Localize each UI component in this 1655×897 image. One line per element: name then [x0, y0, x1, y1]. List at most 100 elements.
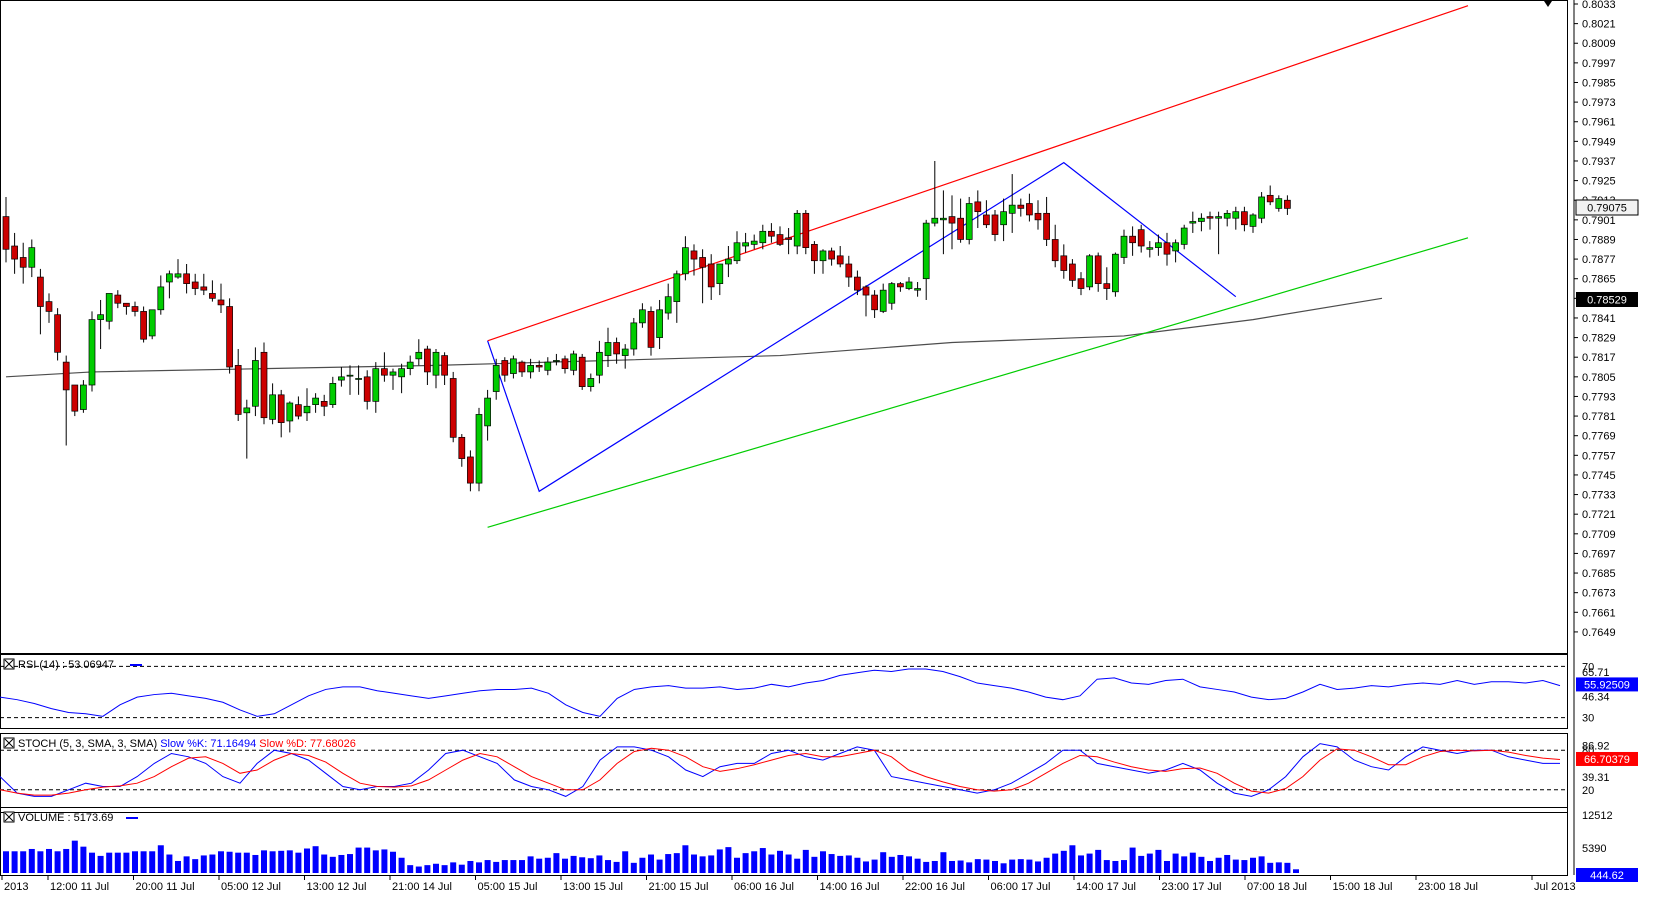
volume-bar — [587, 858, 594, 873]
rsi-current-label: 55.92509 — [1584, 679, 1630, 691]
candle-down — [71, 384, 79, 412]
candle-down — [1034, 212, 1042, 221]
volume-bar — [398, 857, 405, 873]
volume-bar — [71, 840, 78, 873]
volume-bar — [226, 851, 233, 873]
candle-up — [252, 360, 259, 407]
candle-down — [1137, 229, 1145, 247]
price-tick-label: 0.7721 — [1582, 509, 1616, 521]
rsi-tick-label: 30 — [1582, 713, 1594, 725]
candle-down — [449, 378, 457, 438]
volume-bar — [149, 851, 156, 873]
candle-up — [587, 378, 595, 387]
candle-down — [1060, 255, 1068, 271]
volume-bar — [923, 861, 930, 873]
volume-bar — [209, 854, 216, 873]
volume-bar — [906, 856, 912, 873]
volume-bar — [312, 846, 319, 873]
volume-bar — [140, 851, 147, 873]
candle-up — [725, 258, 732, 265]
candle-up — [553, 360, 560, 362]
volume-bar — [725, 847, 732, 873]
price-tick-label: 0.7901 — [1582, 215, 1616, 227]
candle-up — [1000, 211, 1007, 226]
volume-bar — [630, 862, 637, 873]
candle-up — [682, 247, 689, 275]
price-candles — [2, 160, 1291, 492]
price-tick-label: 0.7937 — [1582, 156, 1616, 168]
candle-up — [733, 242, 741, 262]
candle-down — [424, 348, 431, 373]
volume-bar — [1069, 845, 1076, 873]
stochastic-current-label: 66.70379 — [1584, 754, 1630, 766]
candle-up — [544, 361, 552, 371]
volume-bar — [1017, 859, 1024, 873]
candle-up — [527, 365, 534, 373]
volume-bar — [613, 861, 620, 873]
candle-down — [802, 212, 810, 248]
volume-bar — [570, 855, 577, 873]
volume-bar — [1181, 856, 1188, 873]
candle-up — [1275, 198, 1283, 209]
candle-down — [191, 281, 199, 289]
candle-down — [768, 230, 775, 237]
time-tick-label: 23:00 17 Jul — [1162, 881, 1222, 893]
stochastic-k-line — [0, 743, 1560, 797]
volume-tick-label: 12512 — [1582, 810, 1613, 822]
candle-up — [1189, 221, 1197, 224]
price-overlays — [5, 5, 1469, 528]
candle-down — [11, 245, 18, 260]
candle-down — [1017, 204, 1025, 209]
volume-bar — [458, 864, 465, 873]
candle-up — [1223, 212, 1231, 219]
scroll-marker-icon[interactable] — [1544, 1, 1552, 7]
time-tick-label: 2013 — [4, 881, 28, 893]
wave-line — [487, 161, 1237, 493]
candle-up — [303, 405, 311, 414]
volume-bar — [132, 851, 138, 873]
volume-bar — [192, 859, 199, 873]
candle-up — [1180, 227, 1188, 245]
volume-bar — [1095, 849, 1102, 873]
candle-up — [148, 309, 156, 337]
volume-bar — [218, 851, 224, 873]
candle-down — [54, 314, 61, 353]
candle-down — [1026, 203, 1033, 216]
volume-bar — [1000, 863, 1007, 873]
volume-bar — [364, 847, 371, 873]
volume-bar — [897, 854, 904, 873]
volume-bar — [1267, 862, 1274, 873]
candle-up — [166, 273, 173, 283]
upper-channel-line — [487, 5, 1469, 342]
candle-up — [922, 222, 930, 280]
stochastic-tick-label: 20 — [1582, 785, 1594, 797]
candle-down — [1163, 242, 1171, 255]
candle-up — [80, 384, 87, 410]
candle-down — [363, 376, 371, 402]
volume-bar — [1258, 856, 1265, 873]
candle-up — [673, 273, 681, 302]
volume-bar — [407, 865, 414, 873]
volume-bar — [1052, 853, 1059, 873]
volume-bar — [1138, 855, 1145, 873]
volume-bar — [974, 859, 981, 873]
price-tick-label: 0.7673 — [1582, 588, 1616, 600]
volume-bar — [338, 854, 345, 873]
volume-bar — [802, 849, 809, 873]
candle-down — [854, 276, 861, 291]
rsi-line — [0, 668, 1561, 717]
candle-down — [209, 293, 216, 299]
volume-bar — [355, 847, 362, 873]
price-tick-label: 0.7889 — [1582, 234, 1616, 246]
volume-bar — [1293, 869, 1299, 873]
volume-bar — [183, 856, 190, 873]
volume-bar — [106, 852, 113, 873]
volume-bar — [1035, 861, 1041, 873]
volume-bar — [89, 852, 95, 873]
candle-up — [88, 319, 96, 386]
volume-bar — [622, 851, 629, 873]
candle-down — [217, 299, 225, 306]
candle-down — [183, 273, 190, 284]
candle-down — [381, 368, 388, 376]
candle-up — [157, 286, 165, 311]
